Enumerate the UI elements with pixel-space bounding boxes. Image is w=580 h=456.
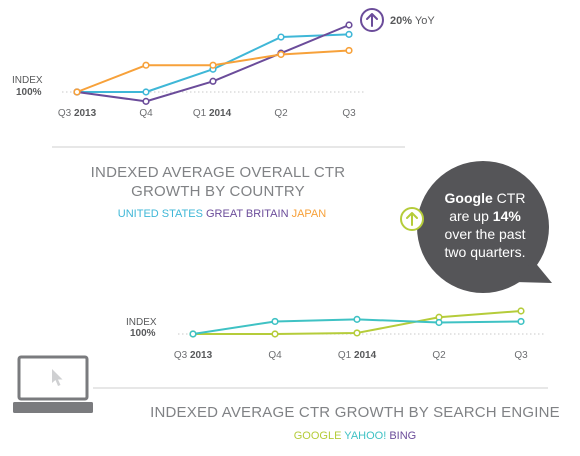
chart1-point-1-1: [142, 97, 150, 105]
chart2-xtick-2: Q1 2014: [338, 350, 377, 361]
arrow-up-icon: [406, 212, 418, 226]
chart1-xtick-0-year: 2013: [74, 108, 97, 119]
chart1-point-0-3: [277, 33, 285, 41]
chart2-point-1-2: [353, 315, 361, 323]
laptop-base: [13, 402, 93, 413]
chart1-title-line1: INDEXED AVERAGE OVERALL CTR: [91, 164, 346, 181]
chart2-xtick-1: Q4: [268, 350, 282, 361]
legend-bing: BING: [389, 430, 416, 442]
chart2-legend: GOOGLE YAHOO! BING: [294, 430, 417, 442]
country-chart: INDEX 100% Q3 2013 Q4 Q1 2014 Q2 Q3 20% …: [12, 8, 435, 220]
bubble-line4: two quarters.: [445, 244, 526, 260]
search-engine-chart: INDEX 100% Q3 2013 Q4 Q1 2014 Q2 Q3 INDE…: [13, 307, 560, 442]
chart2-xtick-0-q: Q3: [174, 350, 188, 361]
bubble-line1: Google CTR: [445, 190, 526, 206]
chart1-point-1-4: [345, 21, 353, 29]
chart1-point-2-2: [209, 61, 217, 69]
chart2-index-value: 100%: [130, 328, 156, 339]
chart2-xtick-0: Q3 2013: [174, 350, 213, 361]
chart1-xtick-2-q: Q1: [193, 108, 207, 119]
chart1-point-2-1: [142, 61, 150, 69]
chart1-xtick-2: Q1 2014: [193, 108, 232, 119]
chart1-index-value: 100%: [16, 87, 42, 98]
chart2-series-group: [189, 307, 525, 338]
chart2-xtick-2-q: Q1: [338, 350, 352, 361]
chart2-point-1-4: [517, 317, 525, 326]
legend-united-states: UNITED STATES: [118, 208, 203, 220]
chart1-series-group: [73, 21, 353, 105]
chart1-point-2-0: [73, 88, 81, 96]
chart1-xtick-2-year: 2014: [209, 108, 232, 119]
bubble-brand: Google: [445, 190, 493, 206]
yoy-suffix: YoY: [415, 15, 435, 27]
arrow-up-icon: [366, 13, 378, 27]
chart1-xtick-1: Q4: [139, 108, 153, 119]
chart1-x-axis: Q3 2013 Q4 Q1 2014 Q2 Q3: [58, 108, 356, 119]
yoy-value: 20%: [390, 15, 412, 27]
chart2-point-0-4: [517, 307, 525, 315]
cursor-icon: [52, 369, 63, 386]
bubble-ctr: CTR: [493, 190, 526, 206]
chart1-point-0-4: [345, 30, 353, 38]
yoy-text: 20% YoY: [390, 15, 435, 27]
chart2-index-label: INDEX: [126, 317, 157, 328]
legend-yahoo: YAHOO!: [344, 430, 386, 442]
chart1-index-label: INDEX: [12, 75, 43, 86]
chart2-xtick-0-year: 2013: [190, 350, 213, 361]
chart1-point-1-2: [209, 77, 217, 85]
chart2-title: INDEXED AVERAGE CTR GROWTH BY SEARCH ENG…: [150, 404, 560, 421]
yoy-callout: 20% YoY: [360, 8, 435, 32]
chart1-point-0-1: [142, 88, 150, 96]
chart2-point-1-0: [189, 330, 197, 338]
chart2-xtick-2-year: 2014: [354, 350, 377, 361]
chart1-xtick-0-q: Q3: [58, 108, 72, 119]
chart2-point-1-3: [435, 318, 443, 327]
chart2-point-0-2: [353, 329, 361, 337]
legend-great-britain: GREAT BRITAIN: [206, 208, 289, 220]
chart1-xtick-0: Q3 2013: [58, 108, 97, 119]
bubble-are-up: are up: [449, 208, 493, 224]
bubble-line3: over the past: [445, 226, 526, 242]
chart1-point-2-3: [277, 50, 285, 59]
chart1-title-line2: GROWTH BY COUNTRY: [131, 183, 305, 200]
chart2-xtick-3: Q2: [432, 350, 446, 361]
bubble-tail: [515, 260, 552, 283]
chart1-legend: UNITED STATES GREAT BRITAIN JAPAN: [118, 208, 326, 220]
laptop-icon: [13, 355, 93, 413]
chart2-point-1-1: [271, 317, 279, 326]
chart2-xtick-4: Q3: [514, 350, 528, 361]
chart1-point-2-4: [345, 46, 353, 55]
bubble-line2: are up 14%: [449, 208, 521, 224]
chart2-point-0-1: [271, 330, 279, 338]
chart1-xtick-4: Q3: [342, 108, 356, 119]
bubble-percent: 14%: [493, 208, 522, 224]
google-callout-bubble: Google CTR are up 14% over the past two …: [417, 161, 552, 293]
bubble-circle: [417, 161, 549, 293]
legend-google: GOOGLE: [294, 430, 342, 442]
chart2-x-axis: Q3 2013 Q4 Q1 2014 Q2 Q3: [174, 350, 528, 361]
google-arrow-callout: [400, 207, 424, 231]
legend-japan: JAPAN: [292, 208, 327, 220]
chart1-xtick-3: Q2: [274, 108, 288, 119]
